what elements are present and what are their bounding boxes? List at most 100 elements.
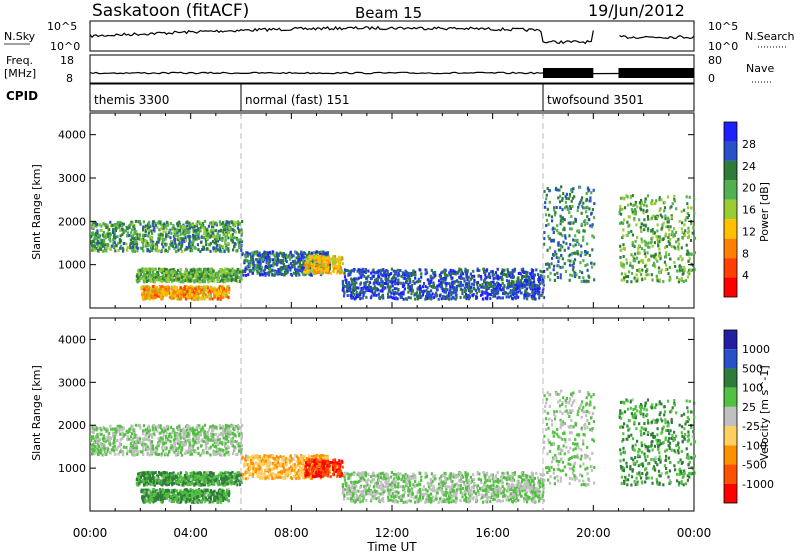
power-cell [659,255,662,259]
power-cell [229,234,233,238]
power-cell [161,241,164,245]
power-cell [453,281,456,285]
power-cell [198,220,201,224]
power-cell [171,273,174,277]
power-cell [586,268,589,272]
power-cell [486,297,489,301]
power-cell [218,234,221,238]
power-cell [653,263,656,267]
power-cell [214,235,217,239]
power-cell [538,290,541,294]
power-cell [308,259,311,263]
power-cell [237,276,240,279]
power-cell [157,249,161,253]
power-cell [228,288,231,292]
power-cell [583,206,586,210]
power-cell [277,269,281,273]
power-cell [507,286,510,290]
power-cell [355,286,358,290]
power-cell [203,288,206,292]
velocity-cell [96,440,99,444]
power-cell [392,269,395,273]
power-cell [321,258,324,262]
velocity-cell [221,440,224,444]
power-cell [573,195,576,199]
power-cell [398,269,402,273]
velocity-cell [101,442,104,446]
power-cell [560,185,563,189]
velocity-cell [228,426,231,430]
power-cell [646,251,649,255]
power-cell [279,251,282,255]
power-cell [567,254,570,258]
power-cell [434,286,437,290]
power-cell [186,224,189,228]
power-cell [535,268,538,272]
power-cell [503,268,506,272]
power-cell [311,271,315,275]
power-cell [198,288,201,292]
power-cell [175,243,178,247]
power-cell [219,279,222,283]
velocity-cell [237,444,240,448]
velocity-cell [220,448,223,452]
power-cell [126,248,129,252]
power-cell [592,216,596,220]
velocity-cell [227,432,230,436]
power-cell [196,220,199,224]
power-cell [249,261,252,265]
power-cell [251,261,254,265]
power-cell [112,235,116,239]
power-cell [236,280,239,283]
power-cell [675,240,678,244]
power-cell [263,272,266,276]
power-cell [155,272,158,276]
power-cell [464,267,467,271]
power-cell [644,243,647,247]
power-cell [146,244,149,248]
power-cell [315,264,318,268]
velocity-cell [209,453,212,457]
power-cell [637,250,640,254]
power-cell [176,224,179,228]
power-cell [255,264,258,268]
power-cell [350,277,353,281]
velocity-cell [155,444,159,448]
power-cell [550,262,553,266]
power-cell [620,221,623,225]
power-cell [223,249,226,253]
power-cell [680,278,683,282]
power-cell [92,246,95,250]
power-cell [638,267,641,271]
power-cell [247,261,250,265]
power-cell [227,229,230,233]
velocity-cell [240,452,243,456]
power-cell [591,234,594,238]
power-cell [97,235,100,239]
power-cell [103,223,106,227]
power-cell [548,200,551,204]
power-cell [260,266,264,270]
power-cell [663,209,666,213]
power-cell [92,233,95,237]
power-cell [689,239,693,242]
power-cell [232,223,235,226]
power-cell [222,295,225,299]
power-cell [519,279,523,283]
power-cell [211,240,215,243]
station-title: Saskatoon (fitACF) [92,1,249,21]
power-cell [532,283,535,287]
power-cell [215,273,218,277]
power-cell [395,291,398,295]
power-cell [298,273,301,277]
power-cell [629,196,632,200]
power-cell [570,252,574,256]
power-cell [317,267,320,271]
power-cell [526,297,529,301]
power-cell [532,280,536,284]
power-cell [652,261,656,265]
power-cell [576,209,579,213]
y-tick-label: 1000 [58,259,86,272]
power-cell [484,291,487,295]
power-cell [419,284,422,288]
